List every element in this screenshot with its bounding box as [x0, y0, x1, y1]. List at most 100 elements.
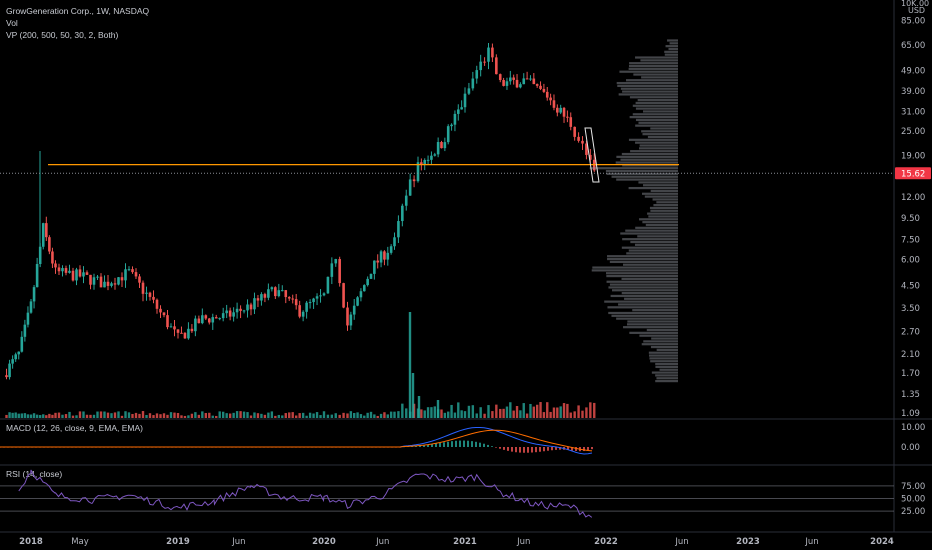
volume-bar — [373, 414, 376, 418]
candle-body — [522, 78, 526, 85]
volume-profile-bar — [655, 365, 678, 369]
candle-body — [187, 328, 190, 339]
volume-bar — [475, 413, 478, 418]
candle-body — [232, 312, 235, 317]
candle-body — [330, 263, 334, 277]
volume-profile-bar — [629, 116, 678, 119]
volume-bar — [294, 415, 298, 418]
volume-bar — [180, 415, 183, 418]
volume-bar — [433, 406, 436, 418]
volume-profile-bar — [650, 209, 678, 212]
candle-body — [221, 313, 225, 319]
candle-body — [267, 289, 270, 298]
time-tick-label: Jun — [375, 537, 389, 547]
volume-bar — [376, 415, 379, 418]
volume-profile-bar — [633, 73, 678, 76]
volume-profile-bar — [641, 192, 678, 195]
volume-bar — [447, 411, 450, 418]
volume-bar — [342, 412, 345, 418]
candle-body — [5, 375, 8, 378]
volume-bar — [8, 412, 11, 418]
macd-legend: MACD (12, 26, close, 9, EMA, EMA) — [6, 423, 143, 433]
volume-bar — [319, 415, 322, 418]
candle-body — [450, 124, 453, 127]
volume-bar — [552, 407, 556, 418]
price-tick-label: 3.50 — [901, 304, 920, 314]
volume-profile-bar — [609, 283, 678, 286]
candle-body — [505, 81, 509, 86]
candle-body — [204, 315, 208, 319]
volume-bar — [176, 412, 180, 418]
volume-bar — [145, 415, 148, 418]
volume-bar — [201, 411, 204, 418]
volume-bar — [211, 415, 214, 418]
volume-bar — [152, 415, 155, 418]
candle-body — [127, 269, 131, 271]
volume-profile-bar — [628, 64, 678, 68]
volume-bar — [32, 413, 36, 418]
volume-profile-bar — [606, 274, 678, 278]
macd-histogram-bar — [539, 447, 541, 452]
volume-profile-bar — [639, 144, 678, 147]
volume-bar — [312, 413, 315, 418]
macd-histogram-bar — [503, 447, 505, 450]
volume-bar — [190, 413, 194, 418]
volume-bar — [356, 412, 359, 418]
candle-body — [180, 332, 183, 334]
volume-profile-bar — [669, 42, 678, 45]
candle-body — [173, 326, 176, 330]
volume-bar — [239, 411, 242, 418]
volume-bar — [242, 411, 246, 418]
candle-body — [239, 308, 242, 311]
time-tick-label: May — [71, 537, 89, 547]
volume-profile-bar — [612, 289, 678, 292]
volume-bar — [525, 413, 529, 418]
candle-body — [495, 57, 498, 75]
volume-bar — [110, 413, 113, 418]
volume-bar — [183, 415, 187, 418]
volume-profile-bar — [615, 161, 678, 164]
macd-tick-label: 0.00 — [901, 443, 920, 453]
volume-profile-bar — [664, 50, 678, 53]
candle-body — [440, 142, 443, 149]
volume-profile-bar — [650, 360, 678, 363]
volume-profile-bar — [667, 39, 678, 42]
volume-bar — [197, 414, 201, 418]
volume-bar — [274, 415, 277, 418]
price-tick-label: 65.00 — [901, 41, 925, 51]
volume-bar — [359, 414, 363, 418]
time-tick-label: Jun — [231, 537, 245, 547]
volume-bar — [106, 412, 110, 418]
macd-histogram-bar — [443, 442, 445, 447]
volume-profile-bar — [651, 337, 678, 340]
candle-body — [298, 305, 301, 317]
volume-bar — [305, 415, 308, 418]
volume-profile-bar — [643, 110, 678, 113]
volume-bar — [408, 312, 412, 418]
volume-bar — [120, 415, 124, 418]
candle-body — [82, 272, 85, 277]
volume-bar — [284, 413, 287, 418]
candle-body — [301, 311, 305, 317]
last-price-label: 15.62 — [901, 169, 925, 179]
volume-profile-bar — [635, 226, 678, 229]
candle-body — [525, 78, 529, 80]
candle-body — [287, 297, 291, 299]
volume-profile-bar — [605, 272, 678, 275]
volume-bar — [505, 406, 509, 418]
volume-bar — [379, 413, 383, 418]
volume-bar — [573, 411, 576, 418]
candle-body — [190, 328, 194, 332]
volume-profile-bar — [627, 323, 678, 326]
volume-profile-bar — [628, 67, 678, 70]
candle-body — [274, 287, 277, 297]
volume-profile-bar — [647, 212, 678, 215]
macd-histogram-bar — [583, 447, 585, 452]
volume-profile-bar — [629, 62, 678, 65]
volume-bar — [463, 411, 467, 418]
volume-profile-bar — [622, 90, 678, 93]
candle-body — [308, 302, 312, 304]
volume-profile-bar — [607, 255, 678, 258]
candle-body — [14, 354, 17, 360]
